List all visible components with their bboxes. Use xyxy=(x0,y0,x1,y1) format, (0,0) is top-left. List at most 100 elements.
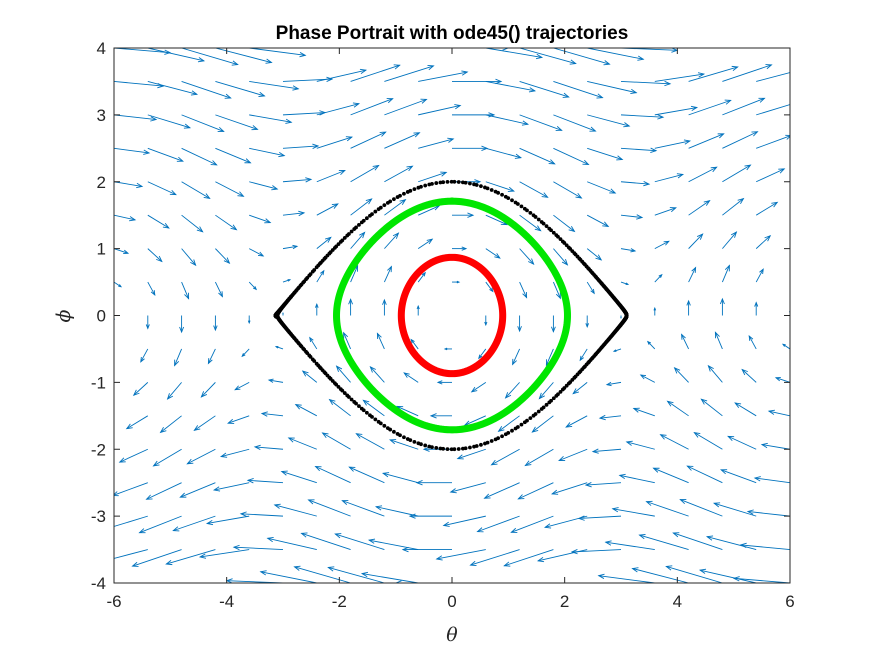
vector-arrow xyxy=(241,348,250,358)
vector-arrow xyxy=(485,248,501,259)
trajectory-point xyxy=(385,200,390,205)
trajectory-point xyxy=(449,179,454,184)
trajectory-point xyxy=(541,405,546,410)
trajectory-point xyxy=(364,216,369,221)
trajectory-point xyxy=(322,256,327,261)
vector-arrow xyxy=(348,298,354,316)
vector-arrow xyxy=(727,435,757,450)
vector-arrow xyxy=(553,181,583,199)
trajectory-point xyxy=(536,217,541,222)
vector-arrow xyxy=(350,98,394,116)
vector-arrow xyxy=(348,466,385,484)
vector-arrow xyxy=(181,147,218,166)
vector-arrow xyxy=(181,214,204,233)
vector-arrow xyxy=(429,413,452,419)
vector-arrow xyxy=(483,482,520,499)
vector-arrow xyxy=(620,147,658,153)
trajectory-point xyxy=(551,396,556,401)
trajectory-point xyxy=(479,184,483,189)
vector-arrow xyxy=(510,515,554,533)
vector-arrow xyxy=(181,281,190,300)
vector-arrow xyxy=(503,549,554,567)
trajectory-point xyxy=(342,236,347,240)
vector-arrow xyxy=(620,181,651,187)
trajectory-point xyxy=(423,183,428,188)
trajectory-point xyxy=(560,239,565,244)
vector-arrow xyxy=(570,549,622,555)
trajectory-point xyxy=(554,233,559,238)
vector-arrow xyxy=(394,580,452,583)
vector-arrow xyxy=(449,482,486,494)
trajectory-point xyxy=(445,179,450,184)
vector-arrow xyxy=(215,81,266,97)
vector-arrow xyxy=(746,509,790,517)
vector-arrow xyxy=(485,114,530,126)
vector-arrow xyxy=(659,434,689,450)
vector-arrow xyxy=(620,114,665,120)
trajectory-series-3 xyxy=(273,179,629,452)
vector-arrow xyxy=(512,348,521,366)
vector-arrow xyxy=(181,181,211,199)
trajectory-point xyxy=(474,444,479,448)
vector-arrow xyxy=(266,536,317,551)
vector-arrow xyxy=(478,348,487,360)
vector-arrow xyxy=(335,365,351,383)
trajectory-point xyxy=(600,345,604,349)
vector-arrow xyxy=(350,64,401,82)
trajectory-series-2 xyxy=(333,197,571,434)
trajectory-point xyxy=(289,294,293,299)
trajectory-point xyxy=(349,397,354,402)
vector-arrow xyxy=(435,549,486,561)
vector-arrow xyxy=(470,382,487,393)
vector-arrow xyxy=(114,214,137,222)
vector-arrow xyxy=(722,64,773,82)
trajectory-point xyxy=(308,272,313,277)
trajectory-point xyxy=(412,187,417,192)
trajectory-point xyxy=(318,366,323,371)
trajectory-point xyxy=(573,374,578,379)
vector-arrow xyxy=(652,467,689,484)
trajectory-point xyxy=(496,436,501,441)
vector-arrow xyxy=(587,48,645,61)
vector-arrow xyxy=(666,400,689,417)
vector-arrow xyxy=(147,181,177,196)
trajectory-point xyxy=(434,181,439,185)
trajectory-point xyxy=(506,431,511,435)
vector-arrow xyxy=(282,279,292,283)
vector-arrow xyxy=(767,409,790,417)
vector-arrow xyxy=(485,281,494,293)
vector-arrow xyxy=(719,297,725,316)
vector-arrow xyxy=(147,114,192,129)
trajectory-point xyxy=(587,359,591,364)
vector-arrow xyxy=(611,507,655,517)
vector-arrow xyxy=(301,370,318,383)
trajectory-point xyxy=(590,270,594,275)
vector-arrow xyxy=(316,170,346,183)
vector-arrow xyxy=(631,567,689,583)
trajectory-point xyxy=(342,391,347,395)
trajectory-point xyxy=(519,204,524,209)
trajectory-point xyxy=(485,440,490,445)
trajectory-point xyxy=(510,428,514,433)
x-axis-ticks: -6 -4 -2 0 2 4 6 xyxy=(106,48,795,611)
vector-arrow xyxy=(519,48,577,65)
vector-arrow xyxy=(452,280,461,284)
vector-arrow xyxy=(307,499,351,517)
vector-arrow xyxy=(686,465,723,484)
vector-arrow xyxy=(531,415,554,433)
vector-arrow xyxy=(620,315,622,320)
vector-arrow xyxy=(181,248,197,267)
vector-arrow xyxy=(147,248,163,263)
vector-arrow xyxy=(519,81,570,98)
trajectory-point xyxy=(323,371,328,376)
trajectory-point xyxy=(370,414,374,419)
trajectory-point xyxy=(483,185,487,190)
trajectory-point xyxy=(402,191,406,196)
vector-arrow xyxy=(553,214,576,233)
vector-arrow xyxy=(282,311,284,316)
vector-arrow xyxy=(654,139,692,149)
vector-arrow xyxy=(720,469,757,484)
vector-arrow xyxy=(114,181,144,189)
vector-arrow xyxy=(620,214,644,220)
trajectory-point xyxy=(586,266,590,271)
